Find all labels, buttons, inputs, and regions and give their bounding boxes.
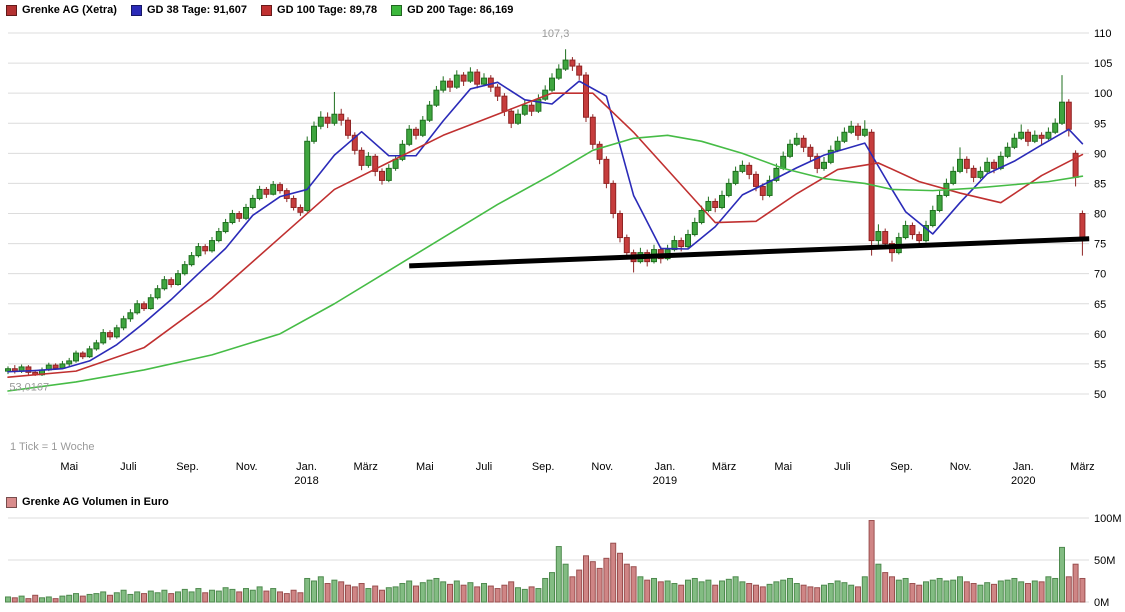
svg-text:53,0167: 53,0167: [9, 381, 49, 393]
volume-legend: Grenke AG Volumen in Euro: [6, 496, 169, 508]
gd200-color-swatch: [391, 4, 403, 16]
svg-text:2020: 2020: [1011, 475, 1035, 487]
svg-text:50: 50: [1094, 389, 1106, 401]
candle-color-swatch: [6, 4, 17, 16]
svg-text:70: 70: [1094, 269, 1106, 281]
volume-legend-label: Grenke AG Volumen in Euro: [22, 496, 169, 508]
tick-interval-note: 1 Tick = 1 Woche: [10, 441, 95, 453]
svg-text:März: März: [712, 461, 736, 473]
svg-text:Nov.: Nov.: [591, 461, 613, 473]
svg-text:Juli: Juli: [120, 461, 137, 473]
gd100-color-swatch: [261, 4, 273, 16]
svg-text:März: März: [353, 461, 377, 473]
svg-text:110: 110: [1094, 28, 1112, 40]
legend-label-grenke: Grenke AG (Xetra): [22, 4, 117, 16]
legend-item-gd100: GD 100 Tage: 89,78: [261, 4, 377, 16]
svg-text:75: 75: [1094, 239, 1106, 251]
svg-text:Nov.: Nov.: [950, 461, 972, 473]
svg-text:Jan.: Jan.: [654, 461, 675, 473]
svg-text:50M: 50M: [1094, 555, 1115, 567]
svg-text:Mai: Mai: [416, 461, 434, 473]
svg-text:95: 95: [1094, 118, 1106, 130]
svg-text:Nov.: Nov.: [236, 461, 258, 473]
svg-text:80: 80: [1094, 209, 1106, 221]
svg-text:Jan.: Jan.: [296, 461, 317, 473]
legend-item-grenke: Grenke AG (Xetra): [6, 4, 117, 16]
svg-text:105: 105: [1094, 58, 1112, 70]
svg-text:85: 85: [1094, 178, 1106, 190]
svg-text:Sep.: Sep.: [532, 461, 555, 473]
chart-legend: Grenke AG (Xetra) GD 38 Tage: 91,607 GD …: [6, 4, 513, 16]
legend-item-gd200: GD 200 Tage: 86,169: [391, 4, 513, 16]
legend-label-gd38: GD 38 Tage: 91,607: [146, 4, 248, 16]
svg-text:Mai: Mai: [774, 461, 792, 473]
svg-text:Sep.: Sep.: [890, 461, 913, 473]
svg-text:60: 60: [1094, 329, 1106, 341]
gd38-color-swatch: [130, 4, 142, 16]
legend-item-gd38: GD 38 Tage: 91,607: [130, 4, 248, 16]
svg-text:März: März: [1070, 461, 1094, 473]
legend-label-gd200: GD 200 Tage: 86,169: [407, 4, 514, 16]
svg-text:Juli: Juli: [834, 461, 851, 473]
svg-text:65: 65: [1094, 299, 1106, 311]
svg-text:107,3: 107,3: [542, 28, 570, 40]
svg-text:100M: 100M: [1094, 513, 1122, 525]
svg-text:100: 100: [1094, 88, 1112, 100]
svg-text:2019: 2019: [653, 475, 677, 487]
svg-text:2018: 2018: [294, 475, 318, 487]
svg-text:Sep.: Sep.: [176, 461, 199, 473]
svg-text:Mai: Mai: [60, 461, 78, 473]
svg-text:90: 90: [1094, 148, 1106, 160]
svg-text:Juli: Juli: [476, 461, 493, 473]
legend-label-gd100: GD 100 Tage: 89,78: [277, 4, 378, 16]
svg-text:55: 55: [1094, 359, 1106, 371]
svg-text:0M: 0M: [1094, 597, 1109, 609]
svg-text:Jan.: Jan.: [1013, 461, 1034, 473]
volume-color-swatch: [6, 496, 17, 508]
